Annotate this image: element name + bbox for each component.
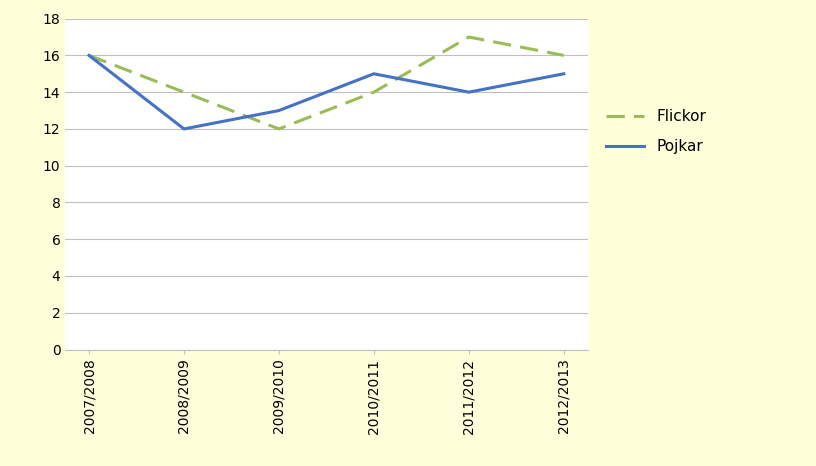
Flickor: [369, 89, 379, 95]
Pojkar: [84, 53, 94, 58]
Flickor: [84, 53, 94, 58]
Flickor: [179, 89, 188, 95]
Pojkar: [179, 126, 188, 132]
Flickor: [274, 126, 284, 132]
Pojkar: [369, 71, 379, 76]
Flickor: [464, 34, 474, 40]
Flickor: [559, 53, 569, 58]
Pojkar: [464, 89, 474, 95]
Legend: Flickor, Pojkar: Flickor, Pojkar: [605, 109, 706, 154]
Line: Pojkar: Pojkar: [89, 55, 564, 129]
Pojkar: [559, 71, 569, 76]
Pojkar: [274, 108, 284, 113]
Line: Flickor: Flickor: [89, 37, 564, 129]
